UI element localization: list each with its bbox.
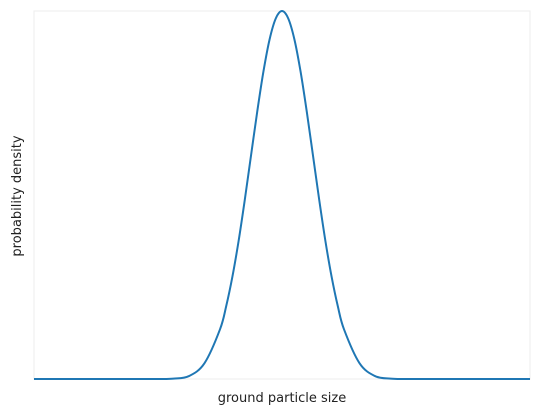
- plot-area: [33, 10, 531, 380]
- density-curve-0: [33, 10, 530, 381]
- y-axis-label: probability density: [10, 135, 25, 256]
- series-layer: [33, 10, 530, 381]
- x-axis-label: ground particle size: [218, 391, 347, 406]
